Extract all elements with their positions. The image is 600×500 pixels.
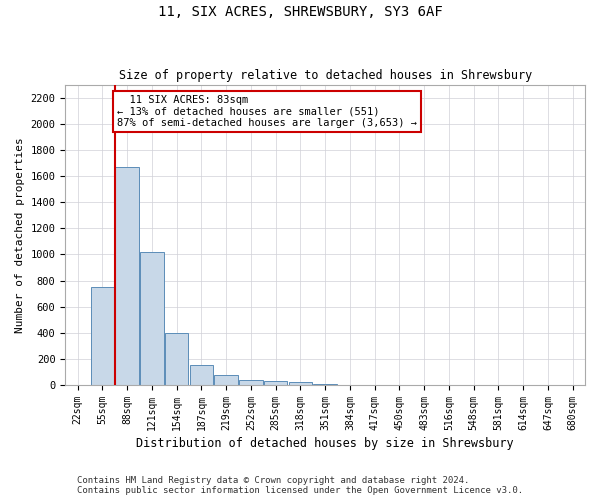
Bar [264,381,287,385]
Bar [313,384,337,385]
Bar [115,167,139,385]
Title: Size of property relative to detached houses in Shrewsbury: Size of property relative to detached ho… [119,69,532,82]
Text: 11, SIX ACRES, SHREWSBURY, SY3 6AF: 11, SIX ACRES, SHREWSBURY, SY3 6AF [158,5,442,19]
Text: Contains HM Land Registry data © Crown copyright and database right 2024.
Contai: Contains HM Land Registry data © Crown c… [77,476,523,495]
Bar [239,380,263,385]
Bar [190,366,213,385]
X-axis label: Distribution of detached houses by size in Shrewsbury: Distribution of detached houses by size … [136,437,514,450]
Y-axis label: Number of detached properties: Number of detached properties [15,137,25,332]
Bar [91,287,114,385]
Bar [289,382,312,385]
Bar [214,376,238,385]
Bar [140,252,164,385]
Text: 11 SIX ACRES: 83sqm
← 13% of detached houses are smaller (551)
87% of semi-detac: 11 SIX ACRES: 83sqm ← 13% of detached ho… [117,95,417,128]
Bar [165,333,188,385]
